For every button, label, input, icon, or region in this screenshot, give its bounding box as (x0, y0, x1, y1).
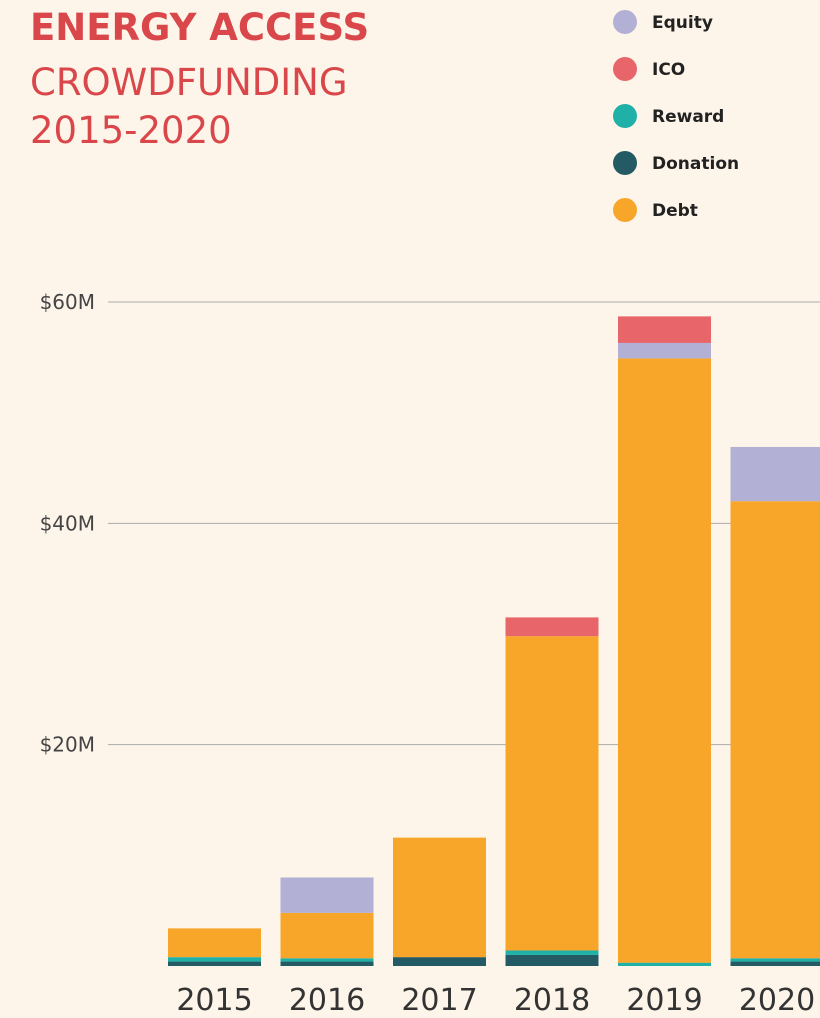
legend-swatch (613, 57, 637, 81)
x-tick-label: 2020 (739, 983, 815, 1018)
bar-segment (393, 837, 486, 958)
x-tick-label: 2016 (289, 983, 365, 1018)
x-tick-label: 2015 (176, 983, 252, 1018)
bar-segment (730, 961, 820, 966)
bar-segment (618, 358, 711, 963)
legend-swatch (613, 10, 637, 34)
chart-subtitle: CROWDFUNDING (30, 61, 348, 104)
x-tick-label: 2018 (514, 983, 590, 1018)
legend-label: Reward (652, 107, 724, 127)
chart-title: ENERGY ACCESS (30, 6, 369, 49)
bar-segment (730, 446, 820, 502)
bar-segment (618, 962, 711, 966)
bar-segment (393, 957, 486, 966)
bar-segment (280, 877, 374, 913)
bar-segment (730, 958, 820, 962)
x-tick-label: 2019 (626, 983, 702, 1018)
legend-swatch (613, 198, 637, 222)
bar-segment (505, 954, 599, 966)
y-tick-label: $20M (40, 733, 95, 757)
legend-label: Debt (652, 201, 698, 221)
bar-segment (168, 928, 261, 958)
bar-segment (505, 617, 599, 637)
bar-segment (618, 342, 711, 359)
bar-segment (168, 961, 261, 966)
x-tick-label: 2017 (401, 983, 477, 1018)
legend-label: ICO (652, 60, 685, 80)
legend-swatch (613, 151, 637, 175)
bar-segment (280, 912, 374, 959)
bar-segment (618, 316, 711, 343)
legend-label: Donation (652, 154, 739, 174)
bar-segment (505, 950, 599, 955)
legend-swatch (613, 104, 637, 128)
bar-segment (505, 636, 599, 951)
bar-segment (730, 501, 820, 959)
legend-label: Equity (652, 13, 713, 33)
chart-subtitle: 2015-2020 (30, 109, 232, 152)
y-tick-label: $40M (40, 511, 95, 535)
bar-segment (280, 958, 374, 962)
y-tick-label: $60M (40, 290, 95, 314)
bar-segment (280, 961, 374, 966)
bar-segment (168, 957, 261, 962)
